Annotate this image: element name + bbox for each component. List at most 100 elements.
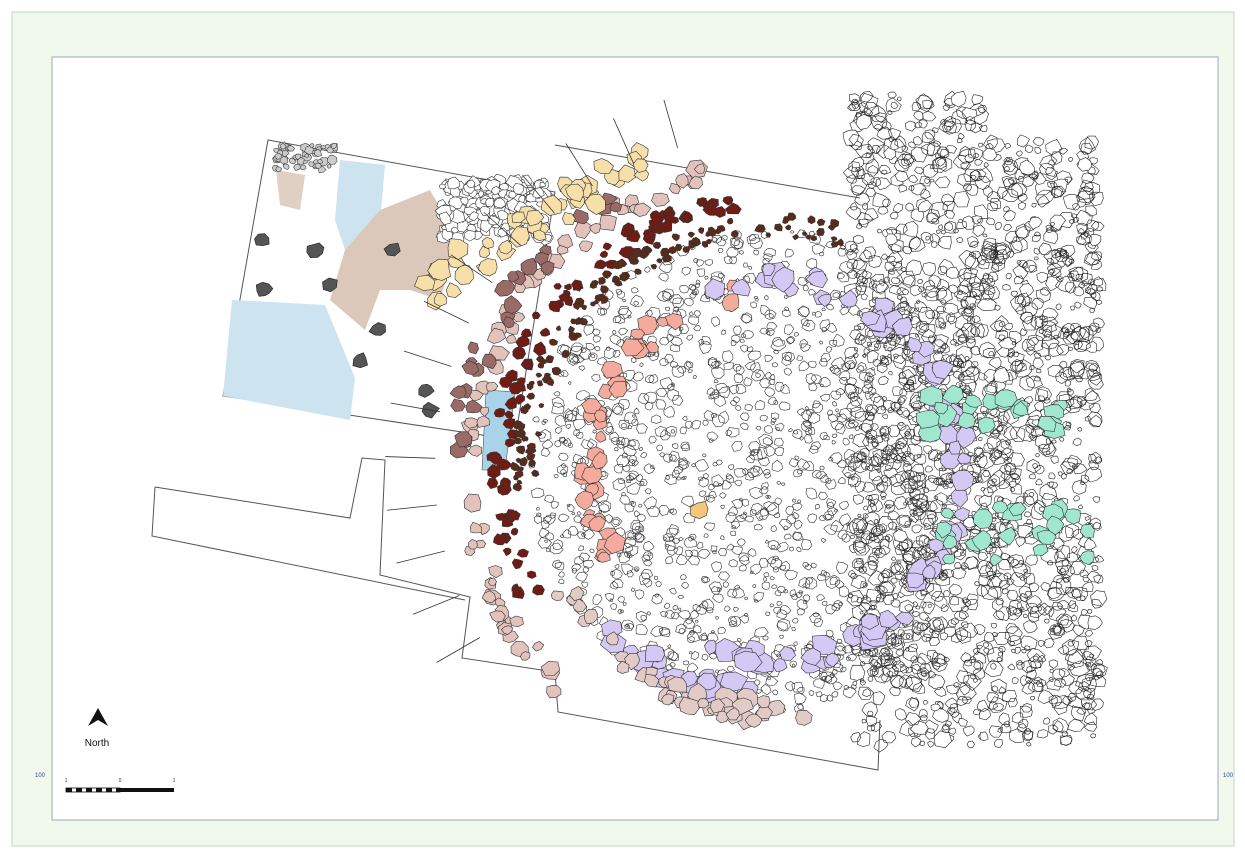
stone [979, 564, 994, 578]
stone [671, 469, 680, 478]
stone [853, 460, 867, 474]
stone [1067, 361, 1085, 380]
stone [876, 228, 882, 234]
stone [638, 526, 645, 533]
stone [1084, 537, 1097, 550]
stone [667, 651, 679, 662]
stone [1059, 360, 1068, 369]
stone [633, 168, 650, 182]
stone [587, 352, 598, 361]
stone [711, 414, 725, 428]
stone [651, 192, 670, 207]
stone [661, 291, 673, 302]
stone [838, 408, 853, 421]
stone [866, 665, 879, 677]
stone [703, 409, 714, 421]
stone [636, 610, 647, 623]
stone [1000, 470, 1012, 481]
stone [1083, 712, 1098, 725]
stone [1083, 645, 1102, 662]
stone [677, 594, 685, 600]
stone [1094, 554, 1105, 563]
stone [583, 608, 599, 624]
stone [774, 423, 785, 432]
stone [867, 535, 881, 550]
stone [872, 359, 882, 367]
stone [949, 595, 960, 606]
stone [891, 656, 901, 665]
stone [559, 437, 566, 443]
stone [829, 339, 837, 348]
stone [851, 101, 859, 109]
stone [970, 361, 979, 368]
stone [720, 535, 725, 540]
stone [783, 533, 792, 540]
stone [1035, 478, 1043, 486]
stone [554, 427, 562, 434]
stone [998, 686, 1007, 695]
burnt-stone [716, 225, 726, 232]
stone [308, 161, 315, 167]
stone [660, 429, 671, 441]
stone [966, 593, 979, 606]
stone [922, 551, 932, 559]
stone [995, 329, 1008, 341]
stone [978, 167, 994, 184]
stone [1078, 136, 1096, 154]
stone [944, 210, 956, 219]
stone [715, 669, 719, 674]
stone [712, 593, 724, 603]
stone [823, 434, 830, 441]
stone [591, 451, 608, 470]
stone [723, 256, 733, 265]
burnt-stone [526, 392, 535, 400]
stone [1032, 543, 1049, 556]
stone [866, 429, 872, 435]
stone [855, 113, 872, 130]
stone [875, 281, 890, 295]
stone [958, 249, 976, 269]
stone [718, 483, 722, 487]
stone [494, 279, 516, 297]
stone [562, 408, 574, 422]
stone [888, 284, 902, 296]
stone [1011, 359, 1025, 373]
stone [500, 625, 514, 635]
stone [1007, 352, 1014, 358]
stone [481, 353, 497, 370]
burnt-stone [519, 405, 529, 415]
burnt-stone [512, 483, 522, 492]
stone [928, 335, 936, 344]
stone [770, 339, 786, 352]
stone [986, 381, 998, 393]
stone [873, 527, 883, 536]
stone [844, 448, 856, 461]
stone [1084, 466, 1103, 483]
stone [1086, 661, 1098, 671]
stone [541, 447, 551, 457]
stone [926, 142, 941, 156]
stone [764, 294, 769, 301]
burnt-stone [810, 235, 817, 242]
stone [847, 104, 856, 111]
stone [1063, 424, 1071, 431]
stone [655, 580, 662, 587]
stone [934, 156, 946, 167]
stone [916, 621, 928, 632]
stone [701, 653, 709, 661]
stone [1068, 156, 1073, 162]
stone [565, 424, 571, 429]
stone [1067, 396, 1083, 410]
stone [1055, 275, 1064, 283]
stone [434, 293, 447, 307]
stone [885, 97, 902, 113]
stone [1026, 670, 1037, 680]
stone [304, 153, 310, 158]
stone [986, 479, 996, 489]
stone [883, 136, 899, 152]
stone [769, 557, 783, 571]
stone [942, 534, 958, 550]
stone [664, 610, 676, 619]
stone [850, 731, 862, 743]
stone [1069, 360, 1086, 378]
